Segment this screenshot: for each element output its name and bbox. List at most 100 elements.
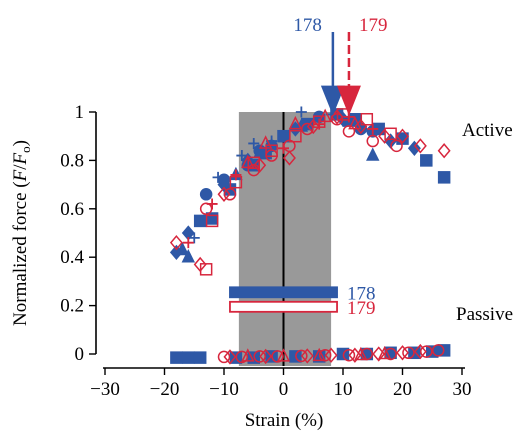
data-point-square <box>277 129 290 143</box>
data-point-square <box>193 214 207 228</box>
x-tick-label: 30 <box>453 379 472 400</box>
data-point-triangle <box>175 241 190 256</box>
range-bar-label-178: 178 <box>347 283 376 304</box>
data-point-diamond <box>330 109 344 125</box>
data-point-triangle <box>366 147 380 161</box>
data-point-plus <box>248 137 260 149</box>
y-axis-title-post: ) <box>10 140 31 146</box>
data-point-circle <box>342 125 356 138</box>
data-point-plus <box>313 118 325 130</box>
data-point-square <box>360 113 374 126</box>
data-point-diamond <box>169 235 183 251</box>
range-bar-178 <box>229 286 338 299</box>
x-tick-label: −30 <box>90 379 120 400</box>
y-axis-title-den: F <box>10 153 31 166</box>
data-point-plus <box>206 198 218 210</box>
data-point-circle <box>217 350 231 364</box>
data-point-triangle <box>241 348 255 362</box>
data-point-triangle <box>181 249 196 263</box>
data-points <box>169 106 451 365</box>
y-tick-label: 0.4 <box>60 247 84 268</box>
data-point-diamond <box>217 186 231 202</box>
data-point-diamond <box>193 256 207 273</box>
y-axis-title-sub: o <box>18 146 33 153</box>
arrow-head-179 <box>336 85 361 116</box>
range-bar-179 <box>229 300 338 313</box>
passive-label: Passive <box>456 304 513 325</box>
x-tick-label: −20 <box>150 379 180 400</box>
data-point-triangle <box>318 108 332 123</box>
data-point-diamond <box>300 348 314 364</box>
y-axis-title-pre: Normalized force ( <box>10 181 31 326</box>
x-tick-label: 10 <box>334 379 353 400</box>
data-point-diamond <box>407 140 421 156</box>
data-point-circle <box>342 348 356 362</box>
data-point-circle <box>295 349 308 363</box>
data-point-plus <box>295 106 307 118</box>
data-point-plus <box>212 171 224 183</box>
y-ticks: 0 0.2 0.4 0.6 0.8 1 <box>60 102 96 365</box>
y-axis-title: Normalized force (F/Fo) <box>10 140 33 326</box>
data-point-square <box>437 171 451 184</box>
data-point-diamond <box>223 349 237 365</box>
data-point-diamond <box>396 128 409 144</box>
data-point-square <box>205 214 219 228</box>
data-point-plus <box>182 237 194 249</box>
shaded-region <box>238 112 332 366</box>
active-label: Active <box>462 120 513 141</box>
data-point-plus <box>367 123 379 135</box>
y-tick-label: 0 <box>75 344 85 365</box>
data-point-diamond <box>282 150 296 166</box>
data-point-plus <box>230 169 242 181</box>
y-tick-label: 1 <box>75 102 85 123</box>
data-point-square <box>247 156 260 170</box>
data-point-diamond <box>378 128 392 144</box>
data-point-square <box>420 154 433 167</box>
data-point-diamond <box>437 143 451 159</box>
y-axis-title-num: F <box>10 169 31 182</box>
arrow-label-179: 179 <box>359 15 388 36</box>
data-point-diamond <box>253 157 267 173</box>
data-point-circle <box>431 344 445 357</box>
data-point-square <box>182 351 195 364</box>
data-point-triangle <box>377 345 392 360</box>
data-point-diamond <box>259 348 273 365</box>
arrows: 178 179 <box>293 15 387 116</box>
data-point-diamond <box>413 138 427 154</box>
x-ticks: −30 −20 −10 0 10 20 30 <box>90 368 472 400</box>
data-point-circle <box>253 350 266 363</box>
x-axis-title: Strain (%) <box>245 410 324 431</box>
data-point-square <box>265 144 278 157</box>
data-point-triangle <box>258 135 273 149</box>
arrow-label-178: 178 <box>293 15 322 36</box>
data-point-diamond <box>354 118 368 135</box>
arrow-head-178 <box>320 85 345 116</box>
data-point-diamond <box>217 176 231 193</box>
data-point-diamond <box>396 345 409 361</box>
data-point-triangle <box>241 154 255 169</box>
y-tick-label: 0.8 <box>60 150 84 171</box>
data-point-triangle <box>288 115 303 130</box>
data-point-plus <box>236 150 248 162</box>
y-axis-title-slash: / <box>10 164 31 170</box>
data-point-triangle <box>348 115 362 130</box>
y-tick-label: 0.6 <box>60 199 84 220</box>
data-point-triangle <box>276 348 291 362</box>
data-point-circle <box>420 345 433 358</box>
range-bar-label-179: 179 <box>347 298 376 319</box>
data-point-circle <box>199 188 213 201</box>
data-point-circle <box>366 134 379 148</box>
data-point-square <box>170 351 183 364</box>
data-point-square <box>193 351 207 364</box>
data-point-square <box>384 127 397 141</box>
shaded-region-rect <box>238 112 332 366</box>
data-point-circle <box>223 188 237 201</box>
data-point-circle <box>390 139 403 153</box>
x-tick-label: −10 <box>209 379 239 400</box>
data-point-square <box>289 129 302 143</box>
data-point-plus <box>188 232 200 244</box>
data-point-diamond <box>324 347 338 363</box>
data-point-triangle <box>354 346 368 361</box>
